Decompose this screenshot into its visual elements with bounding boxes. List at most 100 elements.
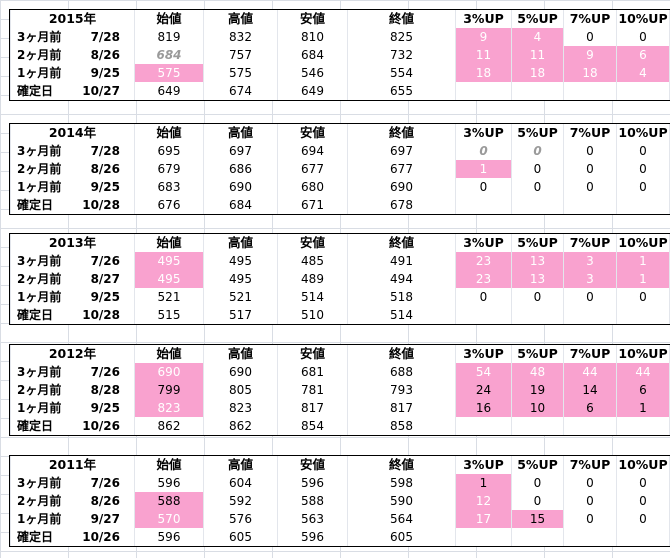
- high-cell[interactable]: 832: [203, 28, 278, 46]
- col-up3-header[interactable]: 3%UP: [455, 124, 512, 142]
- high-cell[interactable]: 690: [203, 363, 278, 381]
- col-high-header[interactable]: 高値: [203, 124, 278, 142]
- low-cell[interactable]: 510: [277, 306, 348, 324]
- up10-cell[interactable]: 0: [616, 474, 670, 492]
- up7-cell[interactable]: 0: [563, 142, 617, 160]
- up10-cell[interactable]: 0: [616, 142, 670, 160]
- open-cell[interactable]: 679: [134, 160, 204, 178]
- col-up10-header[interactable]: 10%UP: [616, 345, 670, 363]
- up3-cell[interactable]: 0: [455, 142, 512, 160]
- col-close-header[interactable]: 終値: [347, 345, 456, 363]
- open-cell[interactable]: 676: [134, 196, 204, 214]
- close-cell[interactable]: 564: [347, 510, 456, 528]
- close-cell[interactable]: 514: [347, 306, 456, 324]
- up3-cell[interactable]: 23: [455, 252, 512, 270]
- up3-cell[interactable]: 12: [455, 492, 512, 510]
- low-cell[interactable]: 684: [277, 46, 348, 64]
- col-close-header[interactable]: 終値: [347, 456, 456, 474]
- row-label-cell[interactable]: 確定日 10/26: [10, 528, 135, 546]
- up5-cell[interactable]: 0: [511, 288, 564, 306]
- low-cell[interactable]: 781: [277, 381, 348, 399]
- up3-cell[interactable]: 18: [455, 64, 512, 82]
- up7-cell[interactable]: 0: [563, 160, 617, 178]
- row-label-cell[interactable]: 2ヶ月前 8/27: [10, 270, 135, 288]
- low-cell[interactable]: 596: [277, 528, 348, 546]
- row-label-cell[interactable]: 2ヶ月前 8/28: [10, 381, 135, 399]
- high-cell[interactable]: 575: [203, 64, 278, 82]
- close-cell[interactable]: 590: [347, 492, 456, 510]
- high-cell[interactable]: 605: [203, 528, 278, 546]
- up3-cell[interactable]: 24: [455, 381, 512, 399]
- open-cell[interactable]: 799: [134, 381, 204, 399]
- up5-cell[interactable]: 0: [511, 474, 564, 492]
- empty-cell[interactable]: [563, 528, 617, 546]
- up10-cell[interactable]: 0: [616, 28, 670, 46]
- high-cell[interactable]: 674: [203, 82, 278, 100]
- high-cell[interactable]: 495: [203, 270, 278, 288]
- col-up5-header[interactable]: 5%UP: [511, 10, 564, 28]
- close-cell[interactable]: 697: [347, 142, 456, 160]
- row-label-cell[interactable]: 確定日 10/28: [10, 196, 135, 214]
- up5-cell[interactable]: 13: [511, 270, 564, 288]
- close-cell[interactable]: 690: [347, 178, 456, 196]
- empty-cell[interactable]: [563, 417, 617, 435]
- close-cell[interactable]: 817: [347, 399, 456, 417]
- up10-cell[interactable]: 0: [616, 510, 670, 528]
- up10-cell[interactable]: 44: [616, 363, 670, 381]
- col-up10-header[interactable]: 10%UP: [616, 234, 670, 252]
- col-up3-header[interactable]: 3%UP: [455, 234, 512, 252]
- open-cell[interactable]: 575: [134, 64, 204, 82]
- row-label-cell[interactable]: 3ヶ月前 7/26: [10, 474, 135, 492]
- empty-cell[interactable]: [616, 82, 670, 100]
- high-cell[interactable]: 604: [203, 474, 278, 492]
- up5-cell[interactable]: 18: [511, 64, 564, 82]
- col-up7-header[interactable]: 7%UP: [563, 456, 617, 474]
- high-cell[interactable]: 576: [203, 510, 278, 528]
- high-cell[interactable]: 495: [203, 252, 278, 270]
- up5-cell[interactable]: 10: [511, 399, 564, 417]
- up10-cell[interactable]: 0: [616, 492, 670, 510]
- up10-cell[interactable]: 1: [616, 399, 670, 417]
- year-label[interactable]: 2014年: [10, 124, 135, 142]
- up10-cell[interactable]: 1: [616, 270, 670, 288]
- open-cell[interactable]: 521: [134, 288, 204, 306]
- up10-cell[interactable]: 0: [616, 160, 670, 178]
- row-label-cell[interactable]: 2ヶ月前 8/26: [10, 46, 135, 64]
- col-close-header[interactable]: 終値: [347, 124, 456, 142]
- year-label[interactable]: 2015年: [10, 10, 135, 28]
- close-cell[interactable]: 678: [347, 196, 456, 214]
- col-open-header[interactable]: 始値: [134, 345, 204, 363]
- open-cell[interactable]: 862: [134, 417, 204, 435]
- row-label-cell[interactable]: 1ヶ月前 9/25: [10, 64, 135, 82]
- low-cell[interactable]: 563: [277, 510, 348, 528]
- close-cell[interactable]: 518: [347, 288, 456, 306]
- close-cell[interactable]: 688: [347, 363, 456, 381]
- high-cell[interactable]: 823: [203, 399, 278, 417]
- col-up5-header[interactable]: 5%UP: [511, 456, 564, 474]
- low-cell[interactable]: 677: [277, 160, 348, 178]
- empty-cell[interactable]: [616, 417, 670, 435]
- low-cell[interactable]: 680: [277, 178, 348, 196]
- up10-cell[interactable]: 6: [616, 46, 670, 64]
- up7-cell[interactable]: 18: [563, 64, 617, 82]
- up5-cell[interactable]: 0: [511, 142, 564, 160]
- row-label-cell[interactable]: 3ヶ月前 7/26: [10, 363, 135, 381]
- low-cell[interactable]: 514: [277, 288, 348, 306]
- up3-cell[interactable]: 1: [455, 474, 512, 492]
- up7-cell[interactable]: 3: [563, 252, 617, 270]
- empty-cell[interactable]: [511, 196, 564, 214]
- up7-cell[interactable]: 14: [563, 381, 617, 399]
- col-low-header[interactable]: 安値: [277, 124, 348, 142]
- high-cell[interactable]: 592: [203, 492, 278, 510]
- open-cell[interactable]: 515: [134, 306, 204, 324]
- up3-cell[interactable]: 1: [455, 160, 512, 178]
- empty-cell[interactable]: [455, 196, 512, 214]
- up10-cell[interactable]: 0: [616, 288, 670, 306]
- col-up5-header[interactable]: 5%UP: [511, 124, 564, 142]
- up7-cell[interactable]: 0: [563, 474, 617, 492]
- low-cell[interactable]: 671: [277, 196, 348, 214]
- empty-cell[interactable]: [563, 196, 617, 214]
- empty-cell[interactable]: [616, 306, 670, 324]
- up5-cell[interactable]: 19: [511, 381, 564, 399]
- empty-cell[interactable]: [563, 306, 617, 324]
